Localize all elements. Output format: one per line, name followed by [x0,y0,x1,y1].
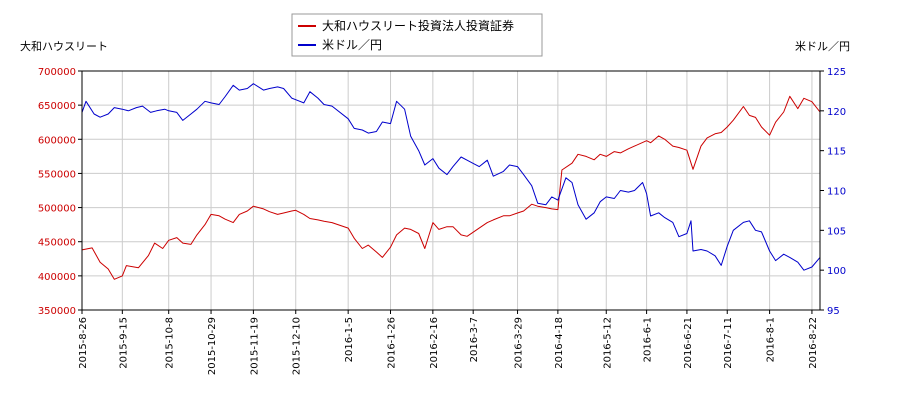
legend-label-reit: 大和ハウスリート投資法人投資証券 [322,18,514,33]
x-tick-label: 2015-9-15 [118,317,129,369]
right-tick-label: 95 [827,306,840,317]
legend: 大和ハウスリート投資法人投資証券 米ドル／円 [291,13,543,57]
x-tick-label: 2016-8-22 [808,317,819,369]
legend-box [291,13,543,57]
series-line-usdjpy [81,83,821,271]
left-axis: 350000 400000 450000 500000 550000 600000 6500… [38,67,82,317]
left-tick-label: 650000 [38,101,76,112]
left-axis-title: 大和ハウスリート [20,39,108,53]
grid [81,70,820,311]
right-tick-label: 105 [827,226,846,237]
x-tick-label: 2015-12-10 [292,317,303,375]
series-line-reit [81,95,821,280]
right-axis: 95 100 105 110 115 120 125 [820,67,846,317]
left-tick-label: 550000 [38,169,76,180]
x-tick-label: 2016-1-5 [344,317,355,362]
left-tick-label: 450000 [38,238,76,249]
x-tick-label: 2016-1-26 [387,317,398,369]
x-tick-label: 2016-3-7 [469,317,480,362]
x-tick-label: 2015-8-26 [78,317,89,369]
x-tick-label: 2015-11-19 [249,317,260,375]
legend-label-usdjpy: 米ドル／円 [322,38,382,52]
left-tick-label: 700000 [38,67,76,78]
plot-background [82,71,820,310]
x-tick-label: 2016-6-21 [683,317,694,369]
right-tick-label: 115 [827,147,846,158]
left-tick-label: 350000 [38,306,76,317]
x-tick-label: 2016-6-1 [643,317,654,362]
series-layer [81,83,821,280]
x-tick-label: 2016-5-12 [602,317,613,369]
x-tick-label: 2016-7-11 [723,317,734,369]
x-axis: 2015-8-26 2015-9-15 2015-10-8 2015-10-29 201… [78,310,819,375]
x-tick-label: 2016-8-1 [766,317,777,362]
x-tick-label: 2015-10-8 [165,317,176,369]
left-tick-label: 600000 [38,135,76,146]
left-tick-label: 500000 [38,204,76,215]
right-tick-label: 125 [827,67,846,78]
x-tick-label: 2016-3-29 [514,317,525,369]
right-tick-label: 120 [827,107,846,118]
right-tick-label: 110 [827,187,846,198]
x-tick-label: 2015-10-29 [207,317,218,375]
x-tick-label: 2016-2-16 [429,317,440,369]
right-tick-label: 100 [827,266,846,277]
right-axis-title: 米ドル／円 [795,40,850,53]
left-tick-label: 400000 [38,272,76,283]
x-tick-label: 2016-4-18 [554,317,565,369]
